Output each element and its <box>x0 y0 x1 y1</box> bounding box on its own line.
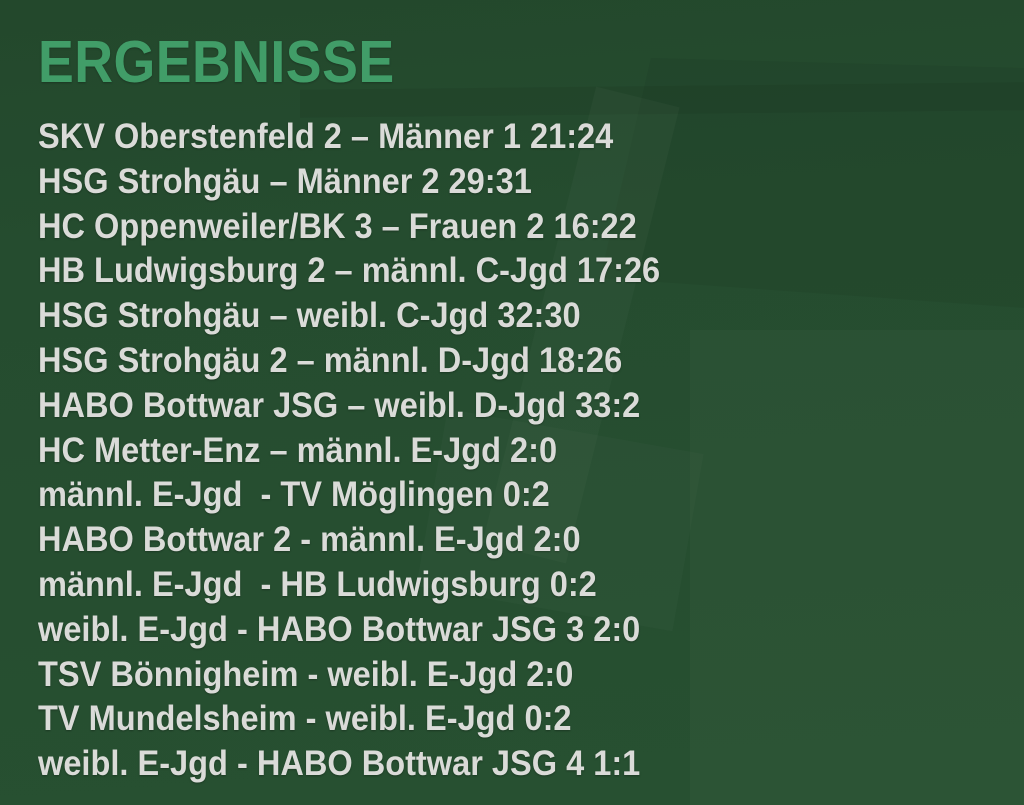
background-watermark <box>600 58 1024 308</box>
result-line: HB Ludwigsburg 2 – männl. C-Jgd 17:26 <box>38 251 661 291</box>
result-line: SKV Oberstenfeld 2 – Männer 1 21:24 <box>38 117 614 156</box>
result-line: HC Metter-Enz – männl. E-Jgd 2:0 <box>38 430 558 470</box>
results-list: SKV Oberstenfeld 2 – Männer 1 21:24 HSG … <box>38 115 660 787</box>
result-line: TSV Bönnigheim - weibl. E-Jgd 2:0 <box>38 654 574 694</box>
result-line: HSG Strohgäu – weibl. C-Jgd 32:30 <box>38 296 581 336</box>
result-line: HC Oppenweiler/BK 3 – Frauen 2 16:22 <box>38 206 637 246</box>
result-line: HSG Strohgäu – Männer 2 29:31 <box>38 161 532 201</box>
result-line: HABO Bottwar JSG – weibl. D-Jgd 33:2 <box>38 385 641 425</box>
result-line: HABO Bottwar 2 - männl. E-Jgd 2:0 <box>38 520 581 560</box>
result-line: TV Mundelsheim - weibl. E-Jgd 0:2 <box>38 699 572 739</box>
result-line: weibl. E-Jgd - HABO Bottwar JSG 4 1:1 <box>38 744 641 784</box>
result-line: männl. E-Jgd - HB Ludwigsburg 0:2 <box>38 564 597 604</box>
result-line: weibl. E-Jgd - HABO Bottwar JSG 3 2:0 <box>38 609 641 649</box>
page-title: ERGEBNISSE <box>38 29 395 95</box>
result-line: HSG Strohgäu 2 – männl. D-Jgd 18:26 <box>38 340 623 380</box>
background-watermark <box>690 330 1024 805</box>
background-watermark <box>300 82 1024 118</box>
result-line: männl. E-Jgd - TV Möglingen 0:2 <box>38 475 550 515</box>
